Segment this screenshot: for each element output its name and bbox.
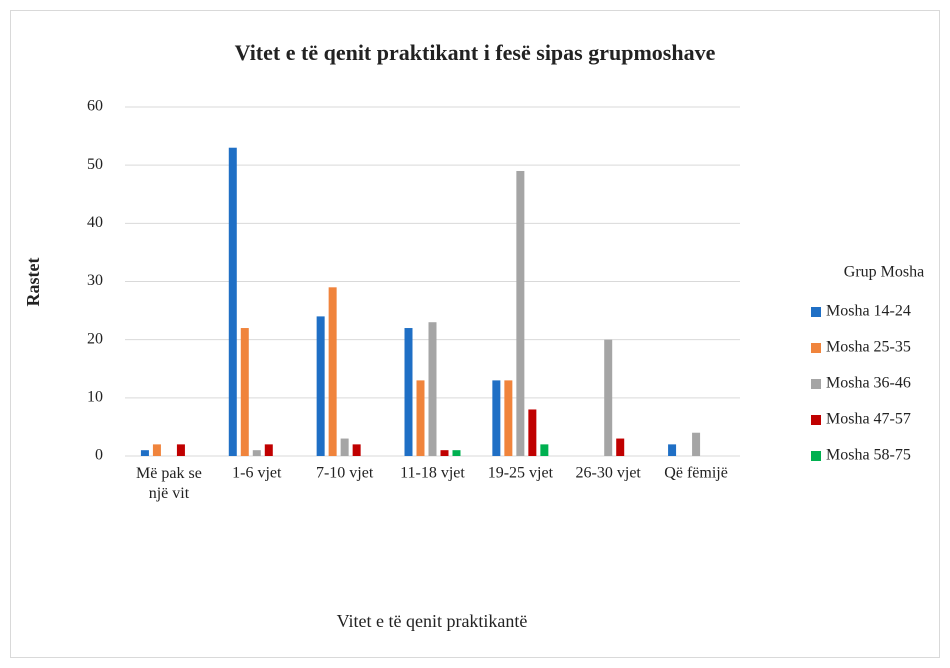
y-axis-label: Rastet [23,258,43,307]
y-tick-label: 30 [87,272,103,289]
bar [452,450,461,456]
x-tick-label: 1-6 vjet [232,465,282,482]
x-tick-label: Më pak se një vit [136,465,202,502]
y-tick-label: 60 [87,98,103,115]
bar [668,444,677,456]
bar [352,444,361,456]
legend-label: Mosha 58-75 [826,447,911,464]
x-tick-label: 11-18 vjet [400,465,465,482]
legend-swatch [811,307,821,317]
x-tick-label: Që fëmijë [664,465,728,482]
x-tick-label: 7-10 vjet [316,465,374,482]
bar [140,450,149,456]
bar [604,339,613,456]
bar [252,450,261,456]
x-tick-label: 26-30 vjet [576,465,642,482]
legend-swatch [811,451,821,461]
bar [316,316,325,456]
bar [152,444,161,456]
bar [692,432,701,456]
bar [340,438,349,456]
bar [240,328,249,456]
y-tick-label: 20 [87,330,103,347]
legend-swatch [811,415,821,425]
bar [328,287,337,456]
legend-swatch [811,343,821,353]
x-axis-label: Vitet e të qenit praktikantë [337,611,528,631]
bar [264,444,273,456]
y-tick-label: 50 [87,156,103,173]
bar [428,322,437,456]
legend-label: Mosha 14-24 [826,303,911,320]
bar [176,444,185,456]
bar [228,147,237,456]
bar [528,409,537,456]
bar [404,328,413,456]
legend-swatch [811,379,821,389]
bar [516,170,525,456]
y-tick-label: 10 [87,389,103,406]
bar [492,380,501,456]
legend-label: Mosha 25-35 [826,339,911,356]
legend-label: Mosha 47-57 [826,411,911,428]
bar [504,380,513,456]
chart-title: Vitet e të qenit praktikant i fesë sipas… [235,40,716,65]
bar [616,438,625,456]
chart-border [10,10,940,658]
bar [416,380,425,456]
legend-label: Mosha 36-46 [826,375,911,392]
y-tick-label: 40 [87,214,103,231]
x-tick-label: 19-25 vjet [488,465,554,482]
y-tick-label: 0 [95,447,103,464]
bar [540,444,549,456]
bar [440,450,449,456]
legend-title: Grup Mosha [844,264,924,281]
